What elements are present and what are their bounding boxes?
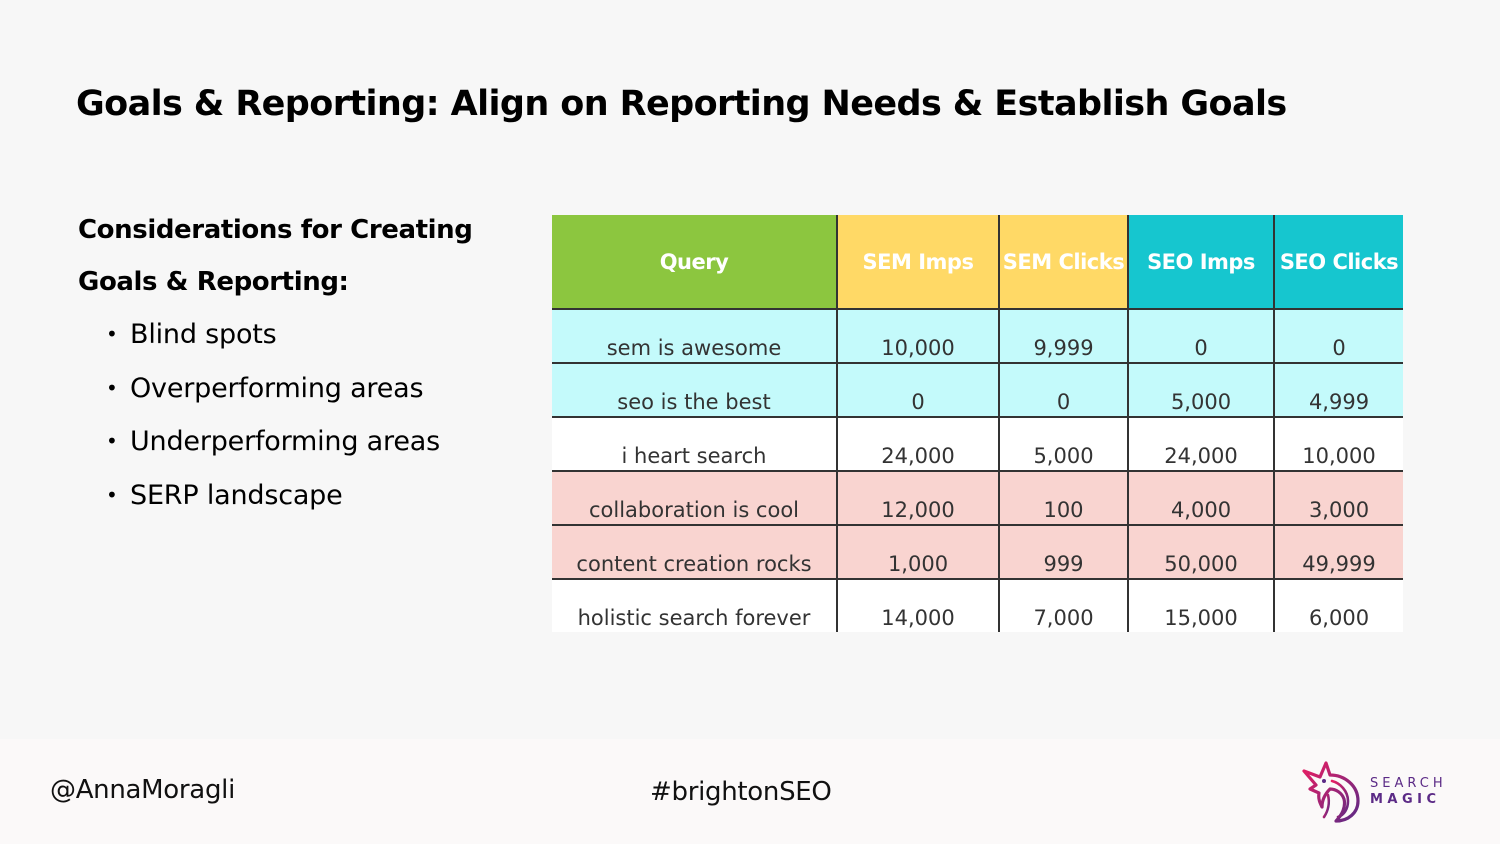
table-cell-query: collaboration is cool — [552, 471, 837, 526]
table-cell: 4,999 — [1273, 363, 1403, 418]
table-cell: 14,000 — [836, 579, 999, 632]
twitter-handle: @AnnaMoragli — [50, 775, 235, 805]
slide-title: Goals & Reporting: Align on Reporting Ne… — [76, 84, 1287, 124]
table-cell-query: sem is awesome — [552, 309, 837, 364]
table-row: content creation rocks 1,000 999 50,000 … — [552, 525, 1403, 580]
table-cell-query: i heart search — [552, 417, 837, 472]
considerations-item: • Blind spots — [106, 308, 518, 362]
event-hashtag: #brightonSEO — [650, 777, 832, 807]
column-header-sem-clicks: SEM Clicks — [998, 215, 1128, 310]
table-cell: 0 — [1273, 309, 1403, 364]
query-metrics-table: Query SEM Imps SEM Clicks SEO Imps SEO C… — [552, 215, 1403, 632]
table-cell: 0 — [1127, 309, 1274, 364]
table-header-row: Query SEM Imps SEM Clicks SEO Imps SEO C… — [552, 215, 1403, 310]
considerations-heading-line1: Considerations for Creating — [78, 215, 473, 245]
table-cell: 7,000 — [998, 579, 1128, 632]
bullet-icon: • — [106, 482, 118, 507]
search-magic-logo: SEARCH MAGIC — [1298, 759, 1458, 829]
considerations-item-text: SERP landscape — [130, 479, 343, 511]
table-cell: 3,000 — [1273, 471, 1403, 526]
logo-wordmark-line2: MAGIC — [1370, 792, 1441, 807]
considerations-item-text: Blind spots — [130, 319, 277, 350]
table-cell: 5,000 — [998, 417, 1128, 472]
table-cell: 24,000 — [1127, 417, 1274, 472]
table-cell: 4,000 — [1127, 471, 1274, 526]
table-cell: 50,000 — [1127, 525, 1274, 580]
logo-wordmark: SEARCH MAGIC — [1370, 776, 1447, 808]
considerations-heading: Considerations for Creating Goals & Repo… — [78, 204, 518, 308]
table-cell: 0 — [836, 363, 999, 418]
column-header-seo-imps: SEO Imps — [1127, 215, 1274, 310]
considerations-item-text: Overperforming areas — [130, 372, 424, 404]
table-cell: 5,000 — [1127, 363, 1274, 418]
logo-wordmark-line1: SEARCH — [1370, 776, 1447, 791]
table-row: holistic search forever 14,000 7,000 15,… — [552, 579, 1403, 632]
table-cell: 0 — [998, 363, 1128, 418]
table-cell: 10,000 — [1273, 417, 1403, 472]
table-cell: 9,999 — [998, 309, 1128, 364]
considerations-item: • Overperforming areas — [106, 362, 518, 416]
table-row: i heart search 24,000 5,000 24,000 10,00… — [552, 417, 1403, 472]
table-cell: 10,000 — [836, 309, 999, 364]
table-cell: 1,000 — [836, 525, 999, 580]
column-header-seo-clicks: SEO Clicks — [1273, 215, 1403, 310]
bullet-icon: • — [106, 429, 118, 453]
table-cell-query: content creation rocks — [552, 525, 837, 580]
column-header-sem-imps: SEM Imps — [836, 215, 999, 310]
table-cell: 24,000 — [836, 417, 999, 472]
table-cell: 999 — [998, 525, 1128, 580]
considerations-item: • Underperforming areas — [106, 415, 518, 469]
table-cell: 100 — [998, 471, 1128, 526]
table-cell: 49,999 — [1273, 525, 1403, 580]
table-cell-query: seo is the best — [552, 363, 837, 418]
table-cell: 15,000 — [1127, 579, 1274, 632]
bullet-icon: • — [106, 322, 118, 346]
considerations-block: Considerations for Creating Goals & Repo… — [78, 204, 518, 522]
considerations-item-text: Underperforming areas — [130, 426, 440, 457]
table-cell: 12,000 — [836, 471, 999, 526]
considerations-heading-line2: Goals & Reporting: — [78, 267, 349, 297]
table-cell: 6,000 — [1273, 579, 1403, 632]
column-header-query: Query — [552, 215, 837, 310]
table-row: seo is the best 0 0 5,000 4,999 — [552, 363, 1403, 418]
table-cell-query: holistic search forever — [577, 606, 811, 630]
table-row: collaboration is cool 12,000 100 4,000 3… — [552, 471, 1403, 526]
considerations-list: • Blind spots • Overperforming areas • Unde… — [78, 308, 518, 522]
bullet-icon: • — [106, 375, 118, 400]
table-row: sem is awesome 10,000 9,999 0 0 — [552, 309, 1403, 364]
slide-footer: @AnnaMoragli #brightonSEO SEARCH MAGIC — [0, 739, 1500, 844]
considerations-item: • SERP landscape — [106, 469, 518, 523]
unicorn-logo-icon — [1302, 761, 1360, 823]
